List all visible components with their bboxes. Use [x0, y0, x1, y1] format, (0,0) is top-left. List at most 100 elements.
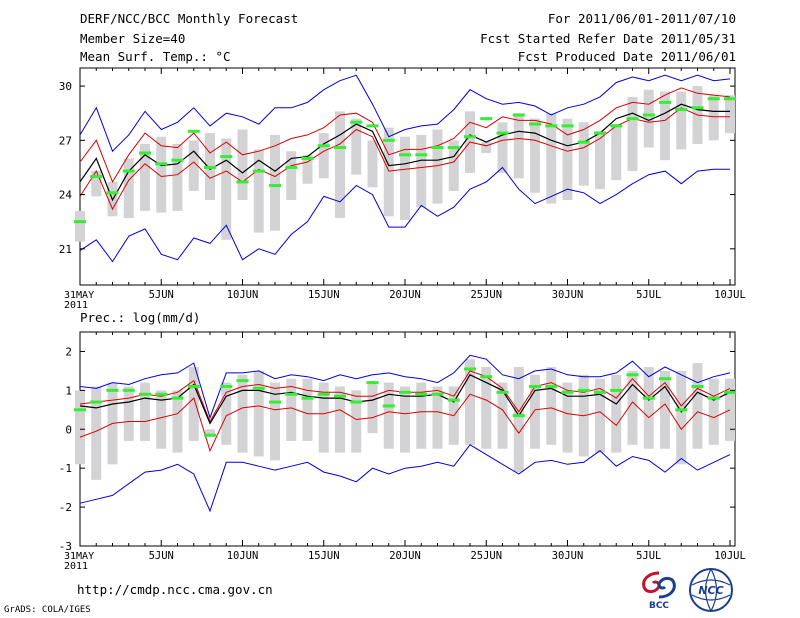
ensemble-box [383, 382, 394, 449]
ensemble-box [481, 367, 492, 449]
ensemble-box [221, 138, 232, 240]
median-mark [366, 124, 379, 128]
x-tick-label: 15JUN [308, 289, 340, 301]
ensemble-mean-line [79, 103, 730, 202]
median-mark [691, 384, 704, 388]
forecast-start-date: Fcst Started Refer Date 2011/05/31 [480, 31, 736, 46]
median-mark [399, 153, 411, 157]
median-mark [480, 375, 493, 379]
median-mark [139, 151, 151, 155]
ensemble-box [123, 158, 134, 219]
x-tick-label: 5JUN [149, 550, 174, 562]
median-mark [707, 396, 720, 400]
median-mark [252, 386, 265, 390]
ensemble-box [465, 359, 475, 445]
spread-min-line [79, 393, 731, 453]
ensemble-box [530, 374, 540, 449]
chart-title: DERF/NCC/BCC Monthly Forecast [80, 11, 299, 26]
median-mark [382, 404, 395, 408]
ensemble-box [708, 95, 719, 141]
ensemble-box [367, 140, 378, 188]
ensemble-box [351, 390, 362, 453]
ensemble-box [302, 378, 313, 441]
y-tick-label: 21 [59, 243, 72, 256]
ensemble-box [253, 370, 264, 457]
x-tick-label: 20JUN [389, 289, 421, 301]
median-mark [529, 384, 541, 388]
ensemble-box [562, 382, 573, 453]
median-mark [187, 129, 200, 133]
ensemble-box [595, 131, 605, 190]
median-mark [301, 156, 314, 160]
ensemble-box [400, 386, 410, 453]
y-tick-label: 0 [65, 423, 72, 436]
ensemble-box [562, 118, 573, 201]
median-mark [90, 175, 103, 178]
source-url[interactable]: http://cmdp.ncc.cma.gov.cn [77, 582, 273, 597]
median-mark [399, 390, 411, 394]
x-tick-label: 10JUL [714, 289, 746, 301]
ensemble-box [627, 370, 638, 445]
ensemble-box [530, 118, 540, 193]
ensemble-box [611, 374, 622, 453]
x-tick-label: 5JUL [636, 550, 661, 562]
median-mark [382, 138, 395, 142]
median-mark [285, 165, 298, 169]
median-mark [675, 408, 688, 412]
median-mark [512, 113, 525, 117]
ensemble-box [91, 171, 102, 197]
ensemble-box [140, 382, 150, 441]
median-mark [122, 388, 135, 392]
ensemble-box [172, 390, 183, 453]
y-tick-label: 1 [65, 384, 72, 397]
median-mark [187, 384, 200, 388]
median-mark [431, 392, 444, 396]
ensemble-box [676, 91, 687, 150]
median-mark [724, 97, 736, 101]
ensemble-box [481, 142, 492, 153]
ensemble-box [513, 367, 524, 473]
ensemble-box [660, 91, 670, 161]
median-mark [285, 392, 298, 396]
median-mark [512, 414, 525, 418]
median-mark [122, 169, 135, 173]
median-mark [447, 398, 460, 402]
median-mark [610, 124, 623, 128]
envelope-min-line [79, 444, 731, 513]
median-mark [171, 158, 184, 162]
median-mark [642, 396, 655, 400]
ensemble-box [643, 89, 654, 148]
median-mark [691, 106, 704, 110]
ensemble-box [123, 386, 134, 441]
median-mark [139, 392, 151, 396]
x-tick-label: 10JUL [714, 550, 746, 562]
envelope-max-line [79, 354, 731, 420]
ensemble-box [318, 382, 329, 453]
median-mark [431, 146, 444, 150]
median-mark [545, 384, 558, 388]
median-mark [220, 384, 233, 388]
ensemble-box [302, 154, 313, 184]
median-mark [366, 381, 379, 385]
x-tick-label: 15JUN [308, 550, 340, 562]
ensemble-box [221, 382, 232, 445]
median-mark [204, 433, 216, 437]
ensemble-box [156, 390, 167, 449]
x-tick-label: 10JUN [227, 550, 259, 562]
ensemble-box [595, 378, 605, 453]
x-tick-label: 5JUL [636, 289, 661, 301]
ensemble-box [237, 129, 248, 201]
ensemble-box [627, 96, 638, 172]
median-mark [707, 97, 720, 101]
median-mark [90, 400, 103, 404]
ensemble-box [400, 136, 410, 220]
median-mark [301, 396, 314, 400]
x-tick-label: 25JUN [470, 289, 502, 301]
ensemble-box [270, 382, 280, 461]
ensemble-box [708, 378, 719, 445]
ensemble-box [725, 95, 735, 134]
median-mark [106, 388, 119, 392]
ensemble-box [383, 127, 394, 217]
